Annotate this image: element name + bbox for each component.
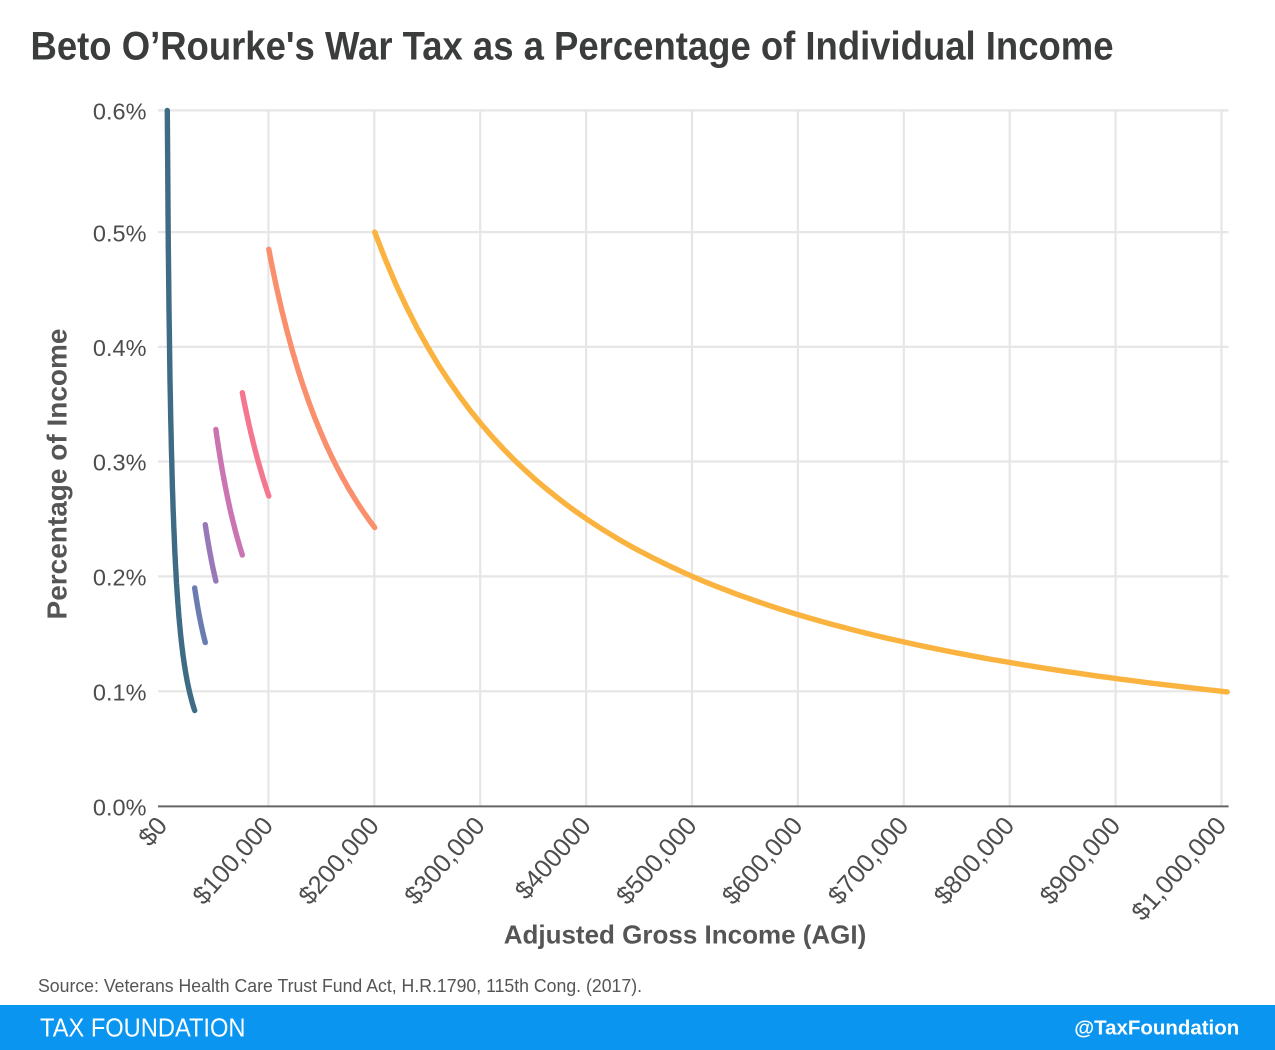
svg-text:$400000: $400000 (510, 812, 597, 905)
svg-text:0.2%: 0.2% (93, 565, 147, 591)
svg-text:$500,000: $500,000 (611, 812, 702, 910)
svg-text:$600,000: $600,000 (717, 812, 808, 910)
svg-text:TAX FOUNDATION: TAX FOUNDATION (40, 1015, 246, 1043)
svg-text:0.0%: 0.0% (93, 795, 147, 821)
svg-text:$900,000: $900,000 (1035, 812, 1126, 910)
svg-text:$700,000: $700,000 (823, 812, 914, 910)
svg-text:@TaxFoundation: @TaxFoundation (1074, 1018, 1239, 1040)
svg-text:Beto O’Rourke's War Tax as a P: Beto O’Rourke's War Tax as a Percentage … (31, 25, 1114, 69)
svg-text:0.3%: 0.3% (93, 450, 147, 476)
svg-text:$1,000,000: $1,000,000 (1126, 812, 1232, 926)
svg-text:$200,000: $200,000 (293, 812, 384, 910)
svg-text:$100,000: $100,000 (187, 812, 278, 910)
svg-text:$800,000: $800,000 (929, 812, 1020, 910)
svg-text:0.6%: 0.6% (93, 99, 147, 125)
svg-text:0.1%: 0.1% (93, 680, 147, 706)
svg-text:0.5%: 0.5% (93, 220, 147, 246)
svg-text:$300,000: $300,000 (399, 812, 490, 910)
svg-text:0.4%: 0.4% (93, 335, 147, 361)
svg-text:Adjusted Gross Income (AGI): Adjusted Gross Income (AGI) (504, 920, 867, 950)
svg-text:Source: Veterans Health Care T: Source: Veterans Health Care Trust Fund … (38, 975, 642, 996)
svg-text:Percentage of Income: Percentage of Income (41, 329, 72, 620)
